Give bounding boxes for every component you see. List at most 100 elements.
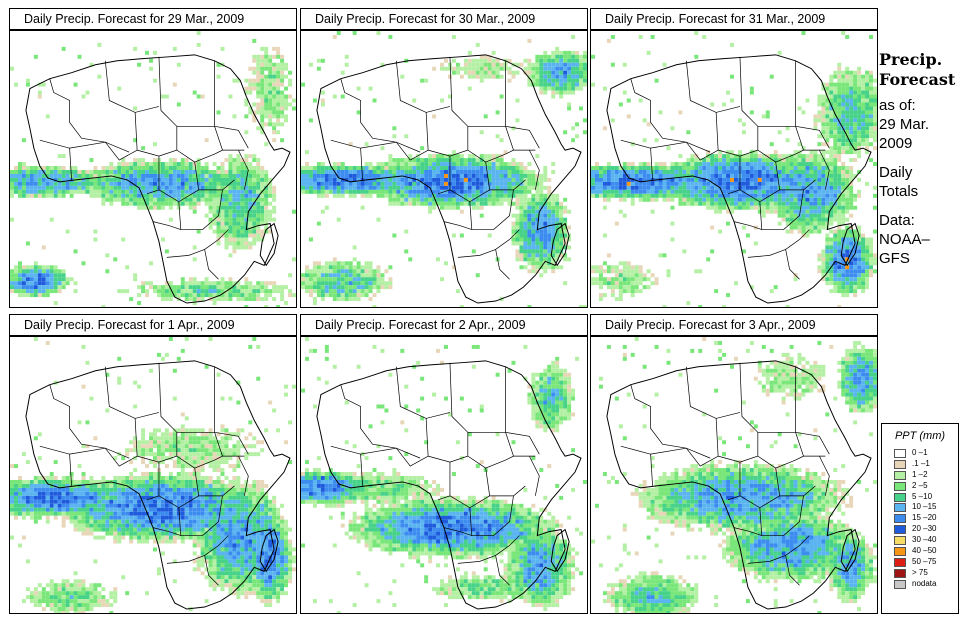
side-title-line1: Precip. [879,50,943,69]
country-border [194,468,235,497]
country-border [718,432,759,463]
forecast-panel-29-mar: Daily Precip. Forecast for 29 Mar., 2009 [9,8,297,308]
legend-row: 20 –30 [882,524,958,535]
country-border [785,249,800,280]
legend-row: 0 –1 [882,448,958,459]
legend-swatch [894,449,906,458]
precip-field [10,337,296,613]
country-border [158,362,215,433]
country-border [795,60,804,151]
country-border [105,418,138,467]
country-border [104,60,160,113]
country-border [457,535,520,564]
panel-title: Daily Precip. Forecast for 3 Apr., 2009 [590,314,878,336]
country-border [650,148,653,180]
country-border [630,384,687,449]
country-border [238,149,249,190]
country-border [39,445,130,459]
country-border [105,112,138,161]
country-border [775,162,816,191]
country-border [176,455,245,469]
madagascar-outline [550,528,570,573]
precip-map-29-mar [9,30,297,308]
country-border [395,60,451,113]
country-border [238,455,249,496]
country-border [686,112,719,161]
legend-swatch [894,503,906,513]
country-border [733,527,762,536]
country-border [396,418,429,467]
coastline [316,360,582,610]
country-border [178,495,223,536]
legend-swatch [894,470,906,480]
country-border [469,189,514,230]
precip-map-31-mar [590,30,878,308]
data-source-line1: NOAA– [879,231,930,248]
map-svg [10,337,296,613]
country-border [360,454,363,486]
legend-title: PPT (mm) [894,430,946,442]
country-border [428,126,469,157]
country-border [49,78,106,143]
legend-label: 40 –50 [912,546,937,556]
panel-title: Daily Precip. Forecast for 1 Apr., 2009 [9,314,297,336]
country-border [178,189,223,230]
country-border [457,229,520,258]
country-border [49,384,106,449]
legend-label: 1 –2 [912,469,928,479]
country-border [620,139,711,153]
legend-swatch [894,481,906,491]
country-border [485,162,526,191]
legend-row: 30 –40 [882,535,958,546]
legend-swatch [894,525,906,535]
country-border [146,462,160,501]
legend-label: 30 –40 [912,535,937,545]
data-label: Data: [879,212,915,229]
legend-row: 1 –2 [882,470,958,481]
map-svg [591,31,877,307]
country-border [505,125,540,149]
panel-title: Daily Precip. Forecast for 30 Mar., 2009 [300,8,588,30]
precip-field [591,31,877,307]
country-border [194,162,235,191]
legend-row: 10 –15 [882,502,958,513]
forecast-panel-30-mar: Daily Precip. Forecast for 30 Mar., 2009 [300,8,588,308]
legend-label: 2 –5 [912,480,928,490]
country-border [630,78,687,143]
country-border [204,555,219,586]
country-border [449,362,506,433]
legend-label: 5 –10 [912,491,933,501]
precip-map-30-mar [300,30,588,308]
legend-swatch [894,459,906,469]
legend-label: 50 –75 [912,556,937,566]
country-border [330,445,421,459]
precip-field [591,337,877,613]
country-border [469,495,514,536]
country-border [214,125,249,149]
coastline [316,54,582,304]
coastline [25,54,291,304]
country-border [395,366,451,419]
country-border [795,431,830,455]
country-border [467,149,536,163]
country-border [685,60,741,113]
forecast-panel-31-mar: Daily Precip. Forecast for 31 Mar., 2009 [590,8,878,308]
country-border [449,56,506,127]
legend-row: 40 –50 [882,546,958,557]
country-border [214,60,223,151]
legend-row: 2 –5 [882,481,958,492]
legend-swatch [894,492,906,502]
side-title-line2: Forecast [879,70,956,89]
precip-map-3-apr [590,336,878,614]
country-border [428,432,469,463]
country-border [396,112,429,161]
legend-row: 5 –10 [882,492,958,503]
legend-label: 10 –15 [912,502,937,512]
country-border [733,221,762,230]
asof-label: as of: [879,97,916,114]
country-border [686,418,719,467]
country-border [505,431,540,455]
country-border [152,527,181,536]
country-border [443,527,472,536]
legend-swatch [894,547,906,557]
